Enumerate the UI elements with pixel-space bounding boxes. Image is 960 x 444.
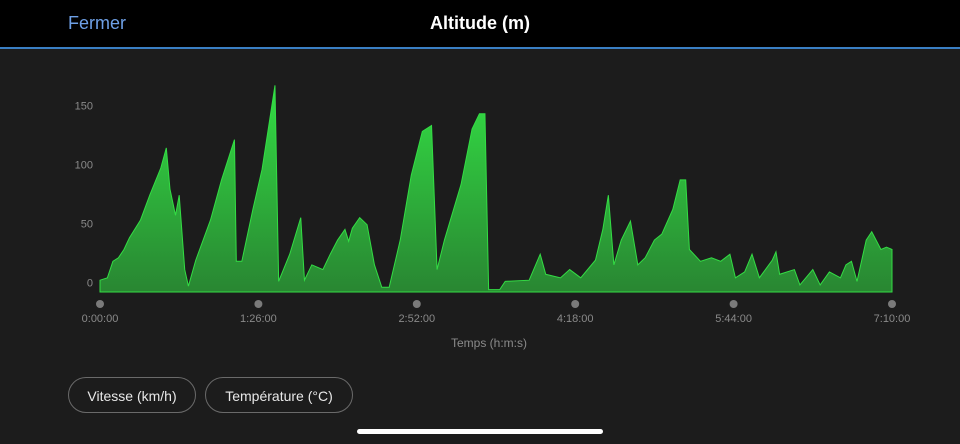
x-tick-label: 7:10:00 [874,313,911,325]
x-tick-dot [571,300,580,308]
close-button[interactable]: Fermer [68,13,126,33]
chart-title: Altitude (m) [430,13,530,33]
speed-button[interactable]: Vitesse (km/h) [68,377,196,413]
x-tick-dot [729,300,738,308]
x-tick-label: 4:18:00 [557,313,594,325]
altitude-area [99,85,893,293]
temperature-button[interactable]: Température (°C) [205,377,353,413]
y-tick-label: 100 [75,160,93,172]
x-tick-dot [96,300,104,308]
chart: Temps (h:m:s) 0 50 100 150 0:00:00 1:26:00 2:5… [75,85,911,350]
home-indicator [357,429,603,434]
x-tick-label: 2:52:00 [398,313,435,325]
x-tick-dot [888,300,896,308]
x-tick-dot [412,300,421,308]
x-tick-dot [254,300,263,308]
x-tick-label: 0:00:00 [82,313,119,325]
x-tick-label: 5:44:00 [715,313,752,325]
header: Fermer Altitude (m) [0,0,960,49]
y-tick-label: 50 [81,219,93,231]
y-tick-label: 0 [87,278,93,290]
x-axis-label: Temps (h:m:s) [451,336,527,350]
x-tick-label: 1:26:00 [240,313,277,325]
y-tick-label: 150 [75,101,93,113]
